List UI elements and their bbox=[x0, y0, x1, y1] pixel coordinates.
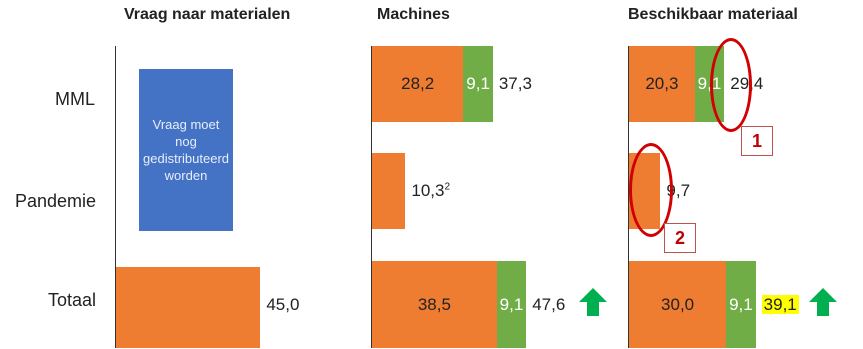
axis-machines bbox=[371, 46, 372, 348]
panel-title-machines: Machines bbox=[377, 6, 450, 23]
label-machines-pandemie-total: 10,32 bbox=[411, 181, 450, 201]
label-vraag-totaal: 45,0 bbox=[266, 294, 300, 314]
up-arrow-icon bbox=[579, 287, 608, 316]
footnote-marker: 2 bbox=[444, 181, 451, 193]
bar-machines-mml-orange: 28,2 bbox=[372, 46, 464, 122]
label-machines-totaal-total: 47,6 bbox=[532, 294, 566, 314]
bar-machines-totaal-orange: 38,5 bbox=[372, 261, 497, 348]
label-beschikbaar-totaal-total: 39,1 bbox=[761, 294, 799, 315]
bar-machines-pandemie-orange bbox=[372, 153, 406, 229]
up-arrow-icon bbox=[808, 287, 837, 316]
panel-title-vraag: Vraag naar materialen bbox=[124, 6, 291, 23]
axis-vraag bbox=[115, 46, 116, 348]
row-label-mml: MML bbox=[55, 89, 95, 109]
label-machines-pandemie-value: 10,3 bbox=[411, 181, 445, 200]
highlighted-total: 39,1 bbox=[761, 294, 799, 314]
row-label-pandemie: Pandemie bbox=[15, 191, 97, 211]
bar-beschikbaar-totaal-green: 9,1 bbox=[726, 261, 756, 348]
bar-machines-mml-green: 9,1 bbox=[463, 46, 493, 122]
annotation-badge-1: 1 bbox=[741, 126, 773, 156]
distribution-note-text: Vraag moet nog gedistributeerd worden bbox=[143, 117, 229, 183]
bar-vraag-totaal bbox=[116, 267, 261, 348]
annotation-ellipse-2 bbox=[629, 143, 673, 237]
annotation-ellipse-1 bbox=[710, 38, 752, 132]
row-label-totaal: Totaal bbox=[48, 290, 97, 310]
panel-title-beschikbaar: Beschikbaar materiaal bbox=[628, 6, 798, 23]
bar-beschikbaar-mml-orange: 20,3 bbox=[629, 46, 695, 122]
bar-beschikbaar-totaal-orange: 30,0 bbox=[629, 261, 727, 348]
annotation-badge-2: 2 bbox=[664, 223, 696, 253]
bar-machines-totaal-green: 9,1 bbox=[496, 261, 527, 348]
distribution-note-box: Vraag moet nog gedistributeerd worden bbox=[139, 69, 233, 231]
label-machines-mml-total: 37,3 bbox=[498, 74, 532, 93]
